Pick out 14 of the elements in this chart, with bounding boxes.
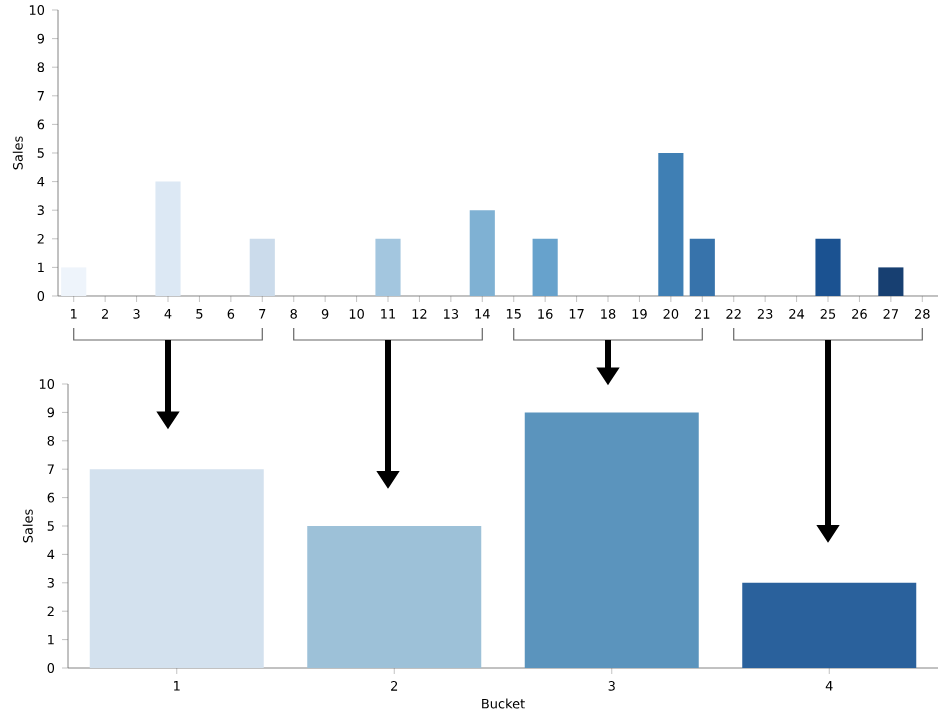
bar bbox=[524, 412, 699, 668]
bar bbox=[815, 238, 841, 296]
bar bbox=[307, 526, 482, 668]
bar bbox=[61, 267, 87, 296]
bar bbox=[878, 267, 904, 296]
bar bbox=[89, 469, 264, 668]
bar bbox=[469, 210, 495, 296]
bar bbox=[658, 152, 684, 296]
bar bbox=[249, 238, 275, 296]
bar bbox=[375, 238, 401, 296]
bar bbox=[689, 238, 715, 296]
bar bbox=[742, 582, 917, 668]
bar bbox=[155, 181, 181, 296]
bar bbox=[532, 238, 558, 296]
